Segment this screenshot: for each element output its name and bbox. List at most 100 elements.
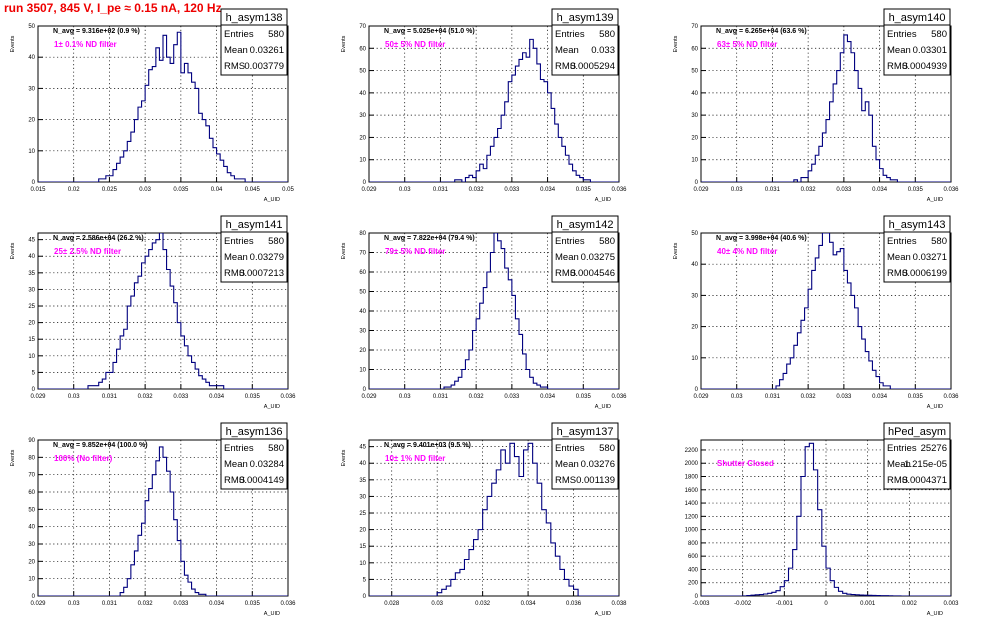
x-tick-label: 0.034 — [540, 394, 556, 400]
x-tick-label: 0.034 — [521, 601, 537, 607]
stats-box — [551, 8, 619, 76]
y-tick-label: 20 — [28, 118, 35, 124]
y-tick-label: 80 — [28, 455, 35, 461]
y-tick-label: 1000 — [685, 528, 699, 534]
stats-mean-value: 0.03284 — [250, 459, 284, 470]
histogram-series — [701, 442, 951, 596]
y-tick-label: 20 — [28, 321, 35, 327]
x-tick-label: 0.034 — [872, 394, 888, 400]
stats-mean-value: 0.033 — [591, 45, 615, 56]
stats-entries-label: Entries — [555, 29, 585, 40]
y-tick-label: 0 — [363, 387, 367, 393]
y-tick-label: 50 — [28, 24, 35, 30]
histogram-title: hPed_asym — [888, 426, 946, 438]
y-tick-label: 50 — [359, 290, 366, 296]
histogram-series — [38, 233, 288, 389]
y-tick-label: 10 — [28, 577, 35, 583]
stats-rms-label: RMS — [224, 61, 245, 72]
stats-box — [551, 215, 619, 283]
x-tick-label: 0.03 — [431, 601, 443, 607]
x-tick-label: 0.035 — [245, 601, 261, 607]
y-tick-label: 600 — [688, 554, 699, 560]
x-tick-label: 0.001 — [860, 601, 876, 607]
stats-rms-label: RMS — [555, 268, 576, 279]
stats-rms-value: 0.0005294 — [570, 61, 615, 72]
stats-mean-value: 0.03276 — [581, 459, 615, 470]
x-tick-label: 0.034 — [209, 394, 225, 400]
stats-mean-label: Mean — [224, 45, 248, 56]
histogram-svg: -0.003 -0.002 -0.001 0 0.001 0.002 0.003 0 200 40… — [685, 422, 959, 617]
x-tick-label: 0.03 — [731, 394, 743, 400]
y-axis-label: Events — [10, 35, 16, 52]
filter-annotation: 1± 0.1% ND filter — [54, 40, 117, 49]
stats-entries-label: Entries — [887, 29, 917, 40]
x-tick-label: 0.029 — [693, 187, 709, 193]
stats-entries-value: 580 — [599, 29, 615, 40]
y-tick-label: 20 — [28, 559, 35, 565]
x-axis-label: A_UID — [264, 404, 280, 410]
x-axis-label: A_UID — [595, 197, 611, 203]
histogram-panel-h_asym137: 0.028 0.03 0.032 0.034 0.036 0.038 0 5 10 15 20 25 3… — [331, 414, 663, 621]
y-tick-label: 0 — [32, 387, 36, 393]
stats-box — [883, 8, 951, 76]
y-tick-label: 0 — [363, 594, 367, 600]
filter-annotation: 63± 5% ND filter — [717, 40, 777, 49]
x-tick-label: 0.031 — [433, 394, 449, 400]
x-tick-label: 0.03 — [68, 394, 80, 400]
stats-rms-label: RMS — [887, 268, 908, 279]
x-axis-label: A_UID — [264, 611, 280, 617]
histogram-title: h_asym138 — [226, 12, 283, 24]
histogram-panel-h_asym140: 0.029 0.03 0.031 0.032 0.033 0.034 0.035 0.036 0… — [663, 0, 995, 207]
x-tick-label: 0.03 — [731, 187, 743, 193]
x-tick-label: 0.035 — [908, 394, 924, 400]
y-tick-label: 40 — [28, 254, 35, 260]
x-tick-label: 0.032 — [801, 187, 817, 193]
histogram-svg: 0.029 0.03 0.031 0.032 0.033 0.034 0.035 0.036 0… — [341, 8, 627, 203]
y-tick-label: 10 — [28, 354, 35, 360]
stats-box — [551, 422, 619, 490]
histogram-svg: 0.029 0.03 0.031 0.032 0.033 0.034 0.035 0.036 0… — [10, 215, 296, 410]
x-tick-label: 0.034 — [209, 601, 225, 607]
y-tick-label: 1400 — [685, 501, 699, 507]
y-tick-label: 15 — [359, 544, 366, 550]
y-tick-label: 70 — [691, 24, 698, 30]
y-axis-label: Events — [673, 35, 679, 52]
y-tick-label: 25 — [359, 511, 366, 517]
histogram-series — [38, 31, 288, 182]
y-tick-label: 50 — [691, 69, 698, 75]
y-axis-label: Events — [10, 449, 16, 466]
x-tick-label: 0.045 — [245, 187, 261, 193]
stats-box — [220, 215, 288, 283]
histogram-panel-h_asym138: 0.015 0.02 0.025 0.03 0.035 0.04 0.045 0.05 0 10 2… — [0, 0, 332, 207]
stats-entries-label: Entries — [887, 236, 917, 247]
y-tick-label: 20 — [359, 135, 366, 141]
x-tick-label: 0.025 — [102, 187, 118, 193]
filter-annotation: 25± 2.5% ND filter — [54, 247, 121, 256]
y-tick-label: 40 — [28, 55, 35, 61]
stats-box — [883, 215, 951, 283]
plot-frame — [37, 439, 289, 597]
stats-rms-value: 0.001139 — [576, 475, 615, 486]
stats-entries-value: 580 — [599, 443, 615, 454]
plot-frame — [368, 439, 620, 597]
y-tick-label: 30 — [28, 86, 35, 92]
x-tick-label: 0.033 — [173, 601, 189, 607]
plot-frame — [700, 25, 952, 183]
y-tick-label: 1200 — [685, 514, 699, 520]
x-tick-label: -0.001 — [776, 601, 794, 607]
navg-label: N_avg = 9.316e+02 (0.9 %) — [53, 28, 140, 35]
y-tick-label: 15 — [28, 337, 35, 343]
stats-rms-label: RMS — [887, 475, 908, 486]
stats-entries-label: Entries — [887, 443, 917, 454]
histogram-panel-h_asym142: 0.029 0.03 0.031 0.032 0.033 0.034 0.035 0.036 0… — [331, 207, 663, 414]
filter-annotation: Shutter Closed — [717, 459, 774, 468]
x-axis-label: A_UID — [595, 404, 611, 410]
stats-rms-value: 0.0004546 — [570, 268, 615, 279]
y-tick-label: 90 — [28, 438, 35, 444]
navg-label: N_avg = 9.852e+04 (100.0 %) — [53, 442, 148, 449]
x-tick-label: 0 — [824, 601, 828, 607]
histogram-svg: 0.015 0.02 0.025 0.03 0.035 0.04 0.045 0.05 0 10 2… — [10, 8, 294, 203]
x-tick-label: 0.036 — [611, 187, 627, 193]
histogram-title: h_asym140 — [889, 12, 946, 24]
x-axis-label: A_UID — [927, 404, 943, 410]
